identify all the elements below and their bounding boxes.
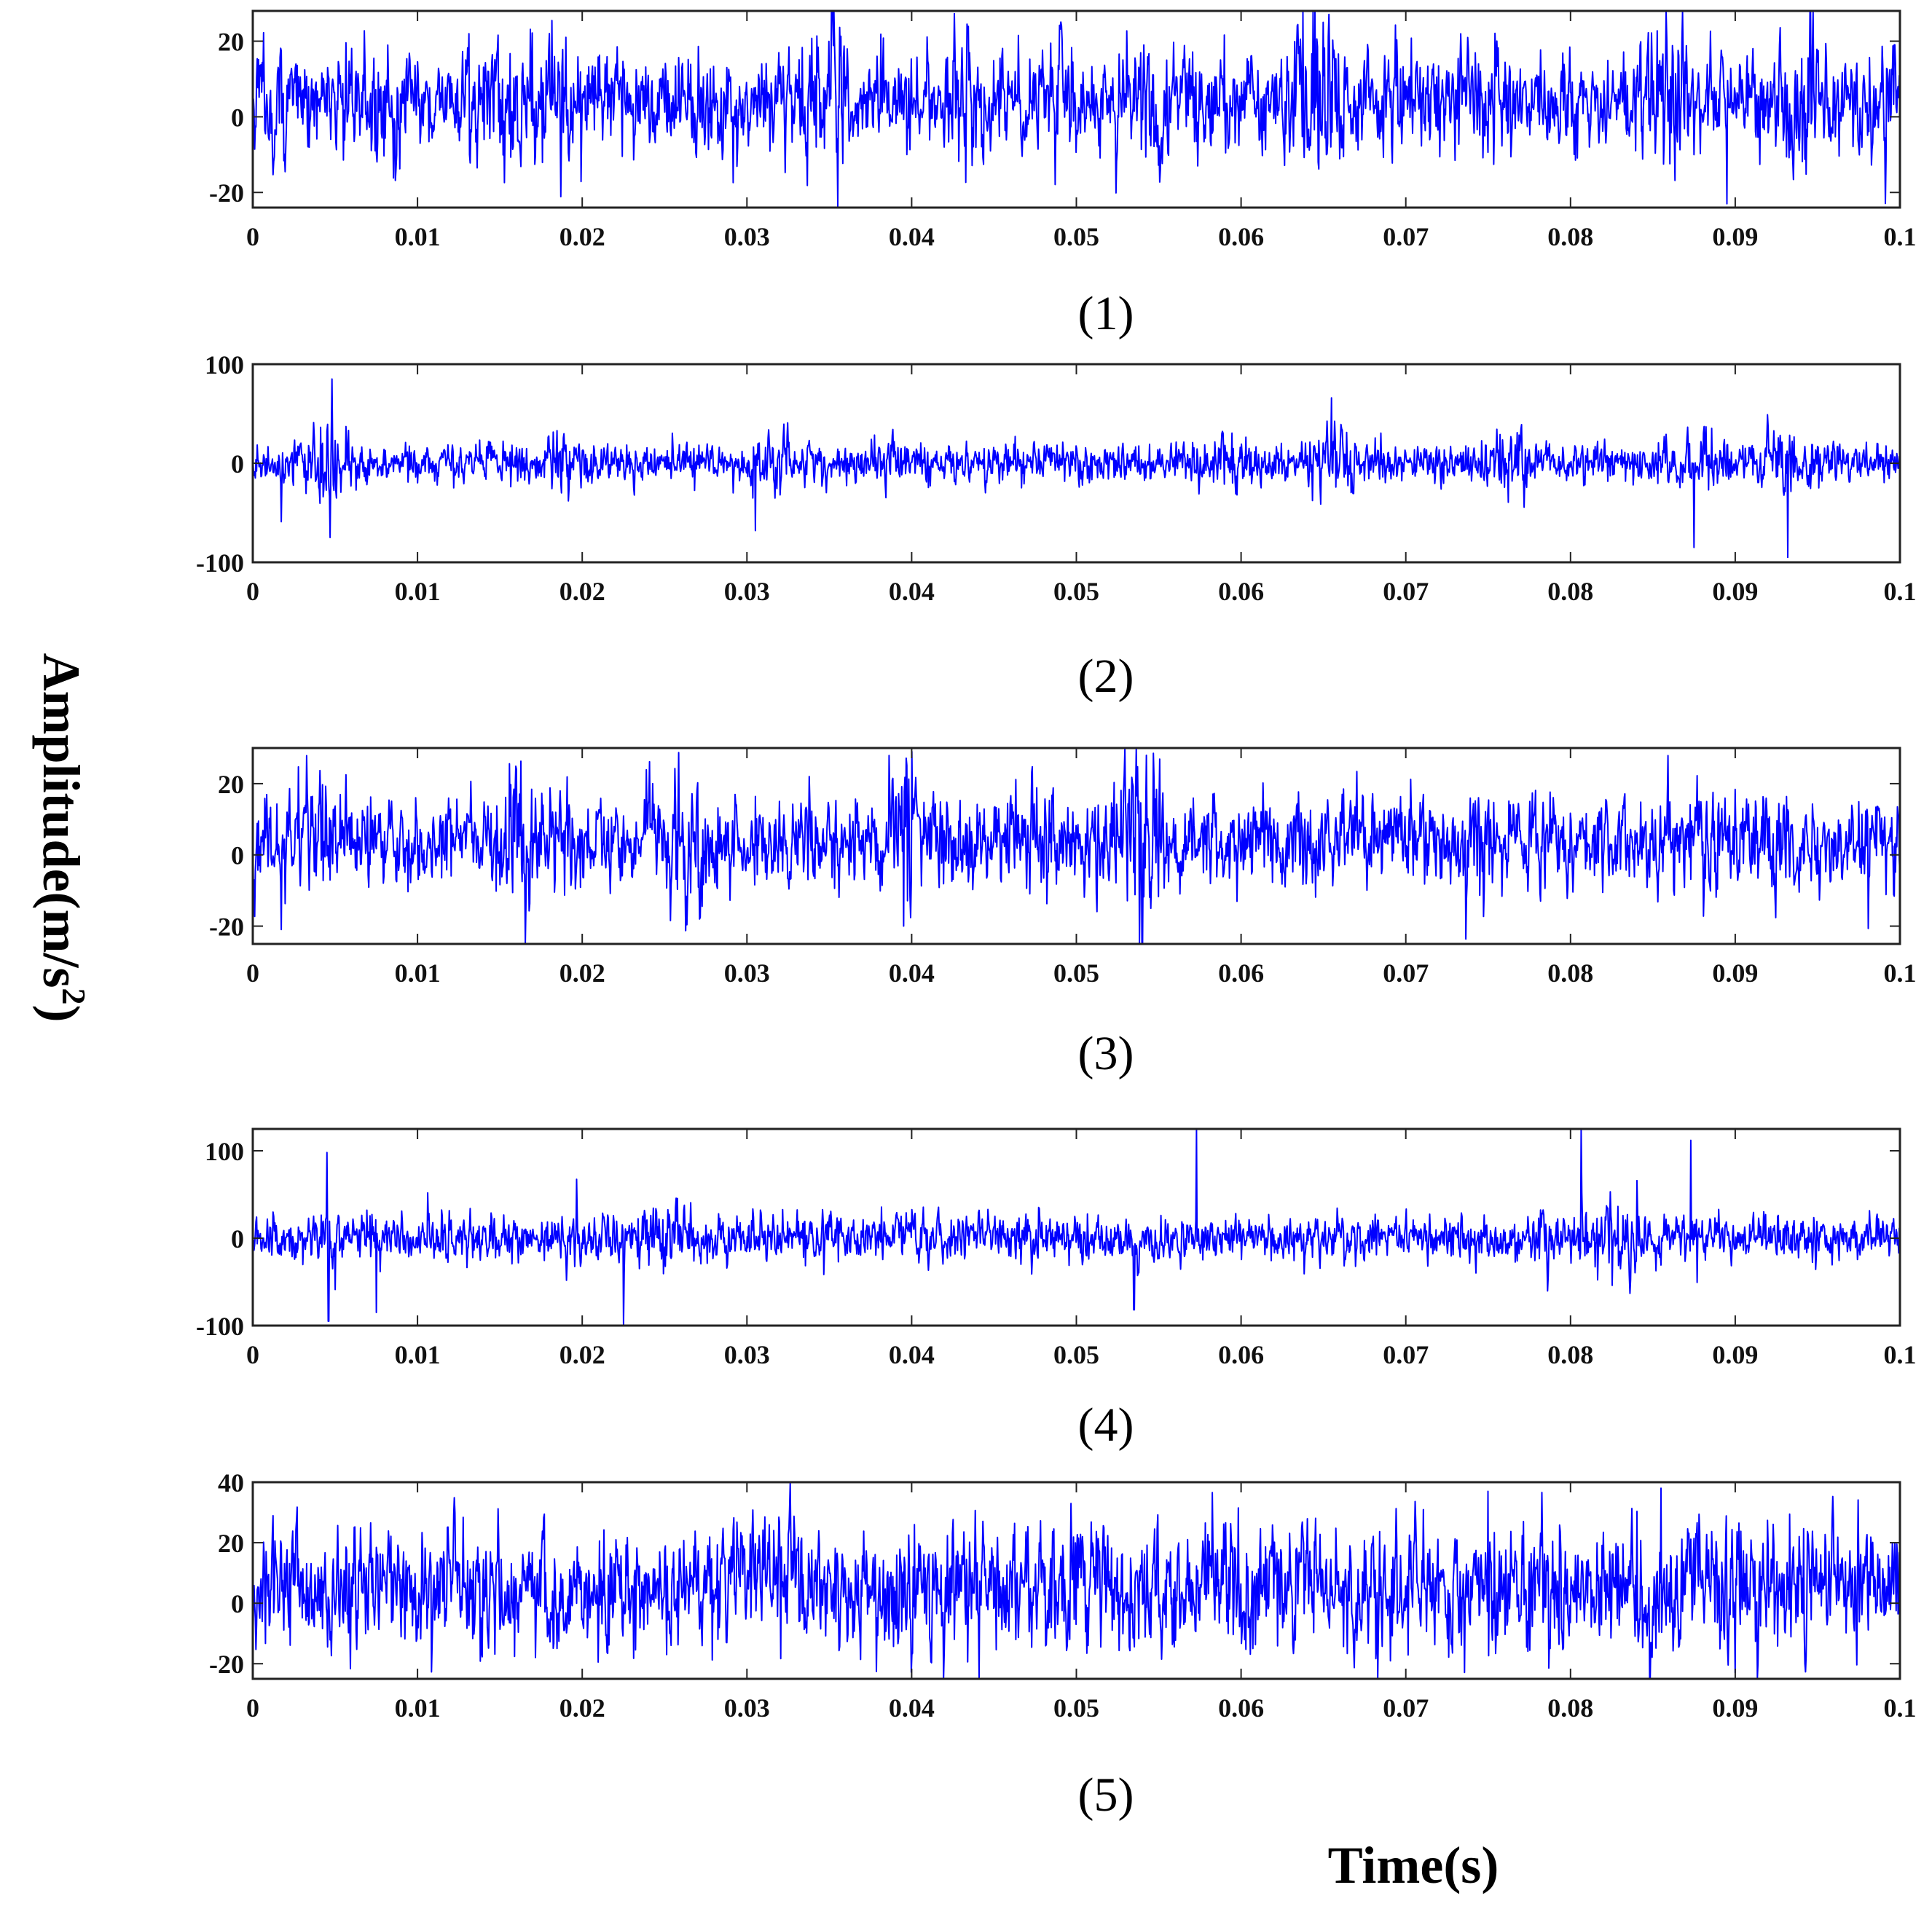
y-tick-label: 40 xyxy=(218,1468,244,1497)
x-tick-label: 0.04 xyxy=(889,577,935,606)
x-tick-label: 0.08 xyxy=(1547,577,1593,606)
subplot-2: 0 0.01 0.02 0.03 0.04 0.05 0.06 0.07 0.08 0.09 0.1… xyxy=(196,350,1917,703)
x-tick-label: 0.01 xyxy=(395,1340,441,1369)
x-tick-label: 0.03 xyxy=(724,1693,770,1723)
x-tick-label: 0.07 xyxy=(1383,959,1429,988)
x-tick-label: 0.09 xyxy=(1712,577,1758,606)
y-tick-label: -100 xyxy=(196,548,244,578)
subplot-5: 0 0.01 0.02 0.03 0.04 0.05 0.06 0.07 0.08 0.09 0.1… xyxy=(209,1468,1917,1822)
x-tick-label: 0.08 xyxy=(1547,959,1593,988)
series-signal-1 xyxy=(252,11,1901,208)
x-tick-label: 0 xyxy=(246,1693,259,1723)
y-tick-label: -100 xyxy=(196,1312,244,1341)
subplot-caption: (5) xyxy=(1078,1768,1134,1822)
x-tick-label: 0.1 xyxy=(1884,577,1917,606)
y-tick-label: 20 xyxy=(218,1529,244,1558)
y-tick-label: 20 xyxy=(218,28,244,57)
subplot-caption: (3) xyxy=(1078,1027,1134,1080)
x-tick-label: 0.02 xyxy=(559,1693,605,1723)
x-tick-label: 0.08 xyxy=(1547,222,1593,251)
x-tick-label: 0.1 xyxy=(1884,1693,1917,1723)
x-tick-label: 0.04 xyxy=(889,959,935,988)
x-tick-label: 0.06 xyxy=(1218,959,1264,988)
x-tick-label: 0.03 xyxy=(724,959,770,988)
subplot-1: 0 0.01 0.02 0.03 0.04 0.05 0.06 0.07 0.08 0.09 0.1… xyxy=(209,9,1917,340)
x-tick-label: 0.05 xyxy=(1053,222,1099,251)
x-tick-label: 0.1 xyxy=(1884,1340,1917,1369)
x-tick-label: 0.09 xyxy=(1712,222,1758,251)
x-tick-label: 0.03 xyxy=(724,577,770,606)
x-tick-label: 0.05 xyxy=(1053,959,1099,988)
x-tick-label: 0.08 xyxy=(1547,1340,1593,1369)
x-tick-label: 0.03 xyxy=(724,1340,770,1369)
series-signal-2 xyxy=(252,378,1901,559)
y-axis-title-close: ) xyxy=(32,1005,90,1023)
y-tick-label: 100 xyxy=(205,1137,244,1166)
x-tick-label: 0.05 xyxy=(1053,1693,1099,1723)
x-tick-label: 0.02 xyxy=(559,577,605,606)
x-tick-label: 0.01 xyxy=(395,1693,441,1723)
x-tick-label: 0.06 xyxy=(1218,1693,1264,1723)
subplot-4: 0 0.01 0.02 0.03 0.04 0.05 0.06 0.07 0.08 0.09 0.1… xyxy=(196,1127,1917,1452)
y-tick-label: 20 xyxy=(218,770,244,799)
x-tick-label: 0.01 xyxy=(395,959,441,988)
x-tick-label: 0 xyxy=(246,222,259,251)
x-tick-label: 0.06 xyxy=(1218,1340,1264,1369)
x-tick-label: 0.05 xyxy=(1053,577,1099,606)
x-tick-label: 0 xyxy=(246,577,259,606)
x-tick-label: 0.05 xyxy=(1053,1340,1099,1369)
x-tick-label: 0 xyxy=(246,1340,259,1369)
x-axis-title: Time(s) xyxy=(1328,1836,1499,1894)
y-tick-label: 0 xyxy=(231,841,244,870)
y-tick-label: -20 xyxy=(209,913,244,942)
x-tick-label: 0.04 xyxy=(889,1340,935,1369)
subplot-panels: 0 0.01 0.02 0.03 0.04 0.05 0.06 0.07 0.08 0.09 0.1… xyxy=(196,9,1917,1822)
x-tick-label: 0.07 xyxy=(1383,577,1429,606)
x-tick-label: 0.08 xyxy=(1547,1693,1593,1723)
x-tick-label: 0.09 xyxy=(1712,959,1758,988)
x-tick-label: 0.06 xyxy=(1218,577,1264,606)
x-tick-label: 0.1 xyxy=(1884,959,1917,988)
y-tick-label: 0 xyxy=(231,1224,244,1253)
y-axis-title: Amplitude(m/s2) xyxy=(32,653,93,1022)
y-tick-label: 100 xyxy=(205,350,244,379)
x-tick-label: 0.03 xyxy=(724,222,770,251)
subplot-3: 0 0.01 0.02 0.03 0.04 0.05 0.06 0.07 0.08 0.09 0.1… xyxy=(209,747,1917,1080)
x-tick-label: 0.02 xyxy=(559,222,605,251)
x-tick-label: 0.07 xyxy=(1383,222,1429,251)
y-tick-label: 0 xyxy=(231,449,244,479)
subplot-caption: (2) xyxy=(1078,650,1134,703)
x-tick-label: 0.06 xyxy=(1218,222,1264,251)
x-tick-label: 0.01 xyxy=(395,222,441,251)
x-tick-label: 0.1 xyxy=(1884,222,1917,251)
x-tick-label: 0.01 xyxy=(395,577,441,606)
x-tick-label: 0.04 xyxy=(889,1693,935,1723)
subplot-caption: (1) xyxy=(1078,287,1134,340)
y-tick-label: 0 xyxy=(231,103,244,132)
y-tick-label: -20 xyxy=(209,1650,244,1679)
subplot-caption: (4) xyxy=(1078,1398,1134,1452)
y-tick-label: -20 xyxy=(209,178,244,208)
plot-frame xyxy=(251,1127,1901,1327)
x-tick-label: 0.09 xyxy=(1712,1340,1758,1369)
x-tick-label: 0.09 xyxy=(1712,1693,1758,1723)
y-tick-label: 0 xyxy=(231,1589,244,1618)
x-tick-label: 0.02 xyxy=(559,1340,605,1369)
y-axis-title-main: Amplitude(m/s xyxy=(32,653,90,988)
series-signal-3 xyxy=(252,748,1901,944)
x-tick-label: 0 xyxy=(246,959,259,988)
series-signal-5 xyxy=(252,1482,1901,1679)
x-tick-label: 0.04 xyxy=(889,222,935,251)
x-tick-label: 0.02 xyxy=(559,959,605,988)
x-tick-label: 0.07 xyxy=(1383,1693,1429,1723)
series-signal-4 xyxy=(252,1129,1901,1326)
y-axis-title-superscript: 2 xyxy=(55,988,93,1005)
x-tick-label: 0.07 xyxy=(1383,1340,1429,1369)
